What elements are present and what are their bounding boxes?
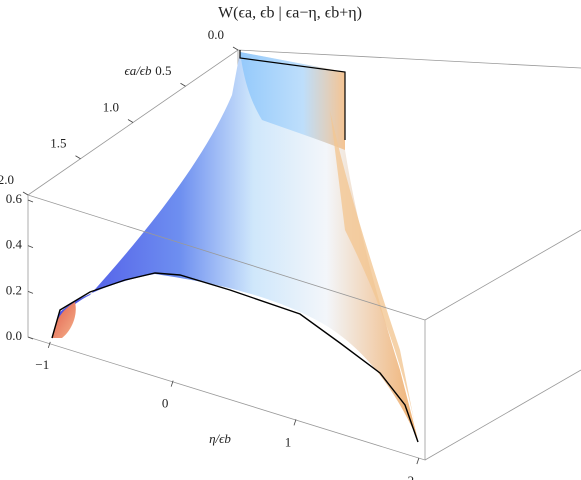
tick-label: 1.5: [50, 136, 66, 151]
tick-mark: [293, 419, 297, 426]
tick-label: 0.4: [6, 237, 23, 252]
tick-mark: [47, 341, 51, 348]
tick-mark: [75, 155, 81, 160]
chart-title: W(ϵa, ϵb | ϵa−η, ϵb+η): [218, 5, 362, 22]
tick-mark: [416, 457, 420, 465]
tick-label: 0.5: [155, 63, 171, 78]
tick-mark: [170, 380, 174, 387]
tick-label: 0.2: [6, 282, 22, 297]
tick-label: 0.0: [6, 328, 22, 343]
tick-label: 1: [285, 434, 292, 449]
y-axis-label: ϵa/ϵb: [124, 63, 152, 78]
tick-mark: [27, 245, 34, 249]
tick-label: 2: [408, 473, 415, 480]
tick-mark: [27, 199, 34, 203]
tick-label: 0.6: [6, 191, 23, 206]
box-front: [27, 194, 581, 461]
tick-mark: [180, 82, 186, 87]
tick-label: 2.0: [0, 172, 14, 187]
tick-label: 1.0: [103, 99, 119, 114]
tick-mark: [27, 290, 34, 294]
tick-label: 0: [162, 396, 169, 411]
tick-mark: [232, 46, 239, 51]
tick-mark: [22, 191, 29, 196]
tick-label: −1: [35, 357, 49, 372]
x-axis-label: η/ϵb: [209, 431, 231, 446]
tick-mark: [27, 336, 34, 340]
tick-mark: [127, 119, 134, 123]
tick-label: 0.0: [208, 27, 224, 42]
surface: [51, 50, 419, 443]
